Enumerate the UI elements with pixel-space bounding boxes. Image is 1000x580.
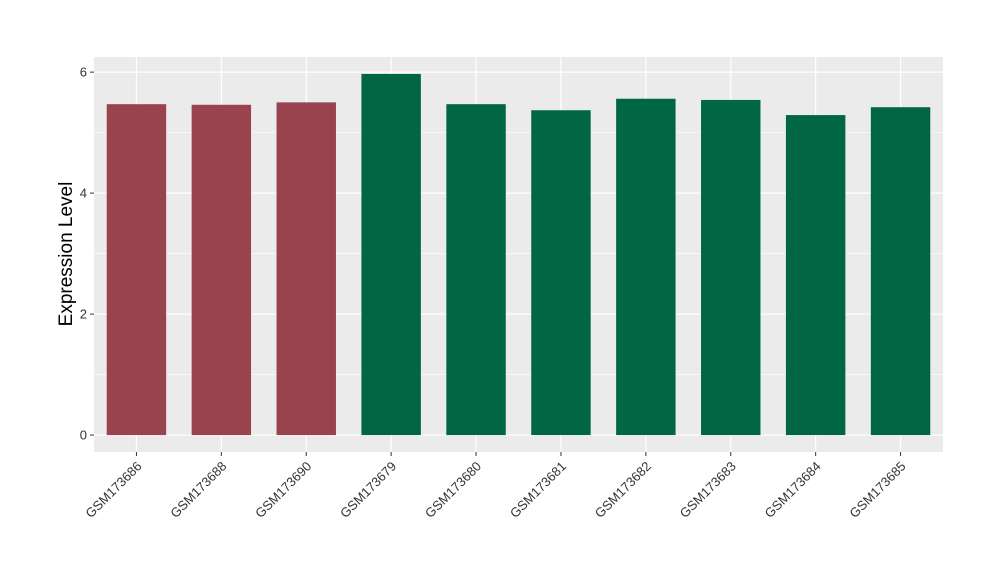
y-axis-title: Expression Level	[56, 182, 77, 327]
x-tick-label: GSM173688	[167, 459, 229, 521]
y-tick-label: 2	[80, 307, 87, 322]
x-tick-label: GSM173685	[846, 459, 908, 521]
bar	[191, 104, 252, 436]
x-tick-label: GSM173684	[762, 459, 824, 521]
x-tick-label: GSM173679	[337, 459, 399, 521]
x-tick-label: GSM173680	[422, 459, 484, 521]
bar	[361, 73, 421, 436]
y-tick-label: 6	[80, 65, 87, 80]
y-tick-label: 4	[80, 186, 87, 201]
bar	[785, 115, 846, 436]
x-tick-label: GSM173682	[592, 459, 654, 521]
x-tick-label: GSM173683	[677, 459, 739, 521]
bar	[531, 110, 591, 436]
bar	[701, 99, 761, 436]
x-tick-label: GSM173681	[507, 459, 569, 521]
bar	[106, 104, 167, 436]
bar	[446, 104, 506, 436]
y-axis: 0 2 4 6	[80, 65, 94, 443]
x-tick-label: GSM173690	[252, 459, 314, 521]
x-axis: GSM173686 GSM173688 GSM173690 GSM173679 GSM1…	[82, 452, 909, 521]
x-tick-label: GSM173686	[82, 459, 144, 521]
y-tick-label: 0	[80, 428, 87, 443]
bars	[106, 73, 931, 436]
bar	[276, 102, 336, 436]
bar	[616, 98, 676, 436]
bar	[870, 107, 931, 436]
